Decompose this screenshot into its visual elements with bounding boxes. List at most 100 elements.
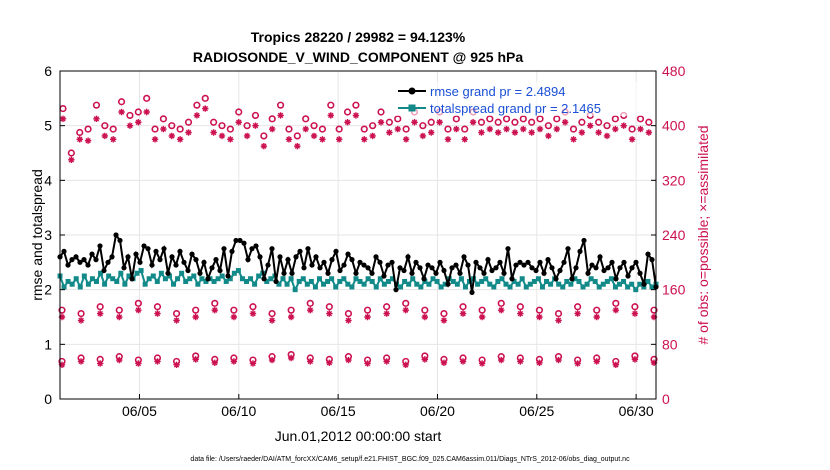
obs-assimilated-lower — [574, 310, 581, 317]
rmse-point — [481, 270, 487, 276]
rmse-point — [437, 259, 443, 265]
obs-assimilated-upper — [135, 119, 142, 126]
totalspread-point — [195, 281, 201, 287]
left-tick-label: 4 — [44, 172, 52, 188]
totalspread-point — [629, 281, 635, 287]
obs-possible-lower — [153, 303, 162, 311]
rmse-point — [305, 246, 311, 252]
rmse-point — [541, 270, 547, 276]
obs-assimilated-upper — [402, 136, 410, 143]
obs-possible-lower — [58, 306, 66, 314]
obs-assimilated-lower — [612, 361, 620, 369]
rmse-point — [173, 262, 179, 268]
obs-possible-upper — [360, 125, 368, 133]
rmse-point — [581, 237, 587, 244]
obs-possible-upper — [486, 115, 494, 123]
obs-assimilated-lower — [192, 356, 199, 363]
totalspread-point — [515, 281, 521, 287]
obs-possible-upper — [569, 125, 578, 133]
obs-assimilated-upper — [227, 136, 234, 143]
totalspread-point — [81, 273, 87, 279]
obs-assimilated-lower — [116, 356, 123, 364]
rmse-point — [293, 254, 299, 260]
totalspread-point — [138, 268, 144, 274]
obs-assimilated-upper — [469, 119, 477, 126]
totalspread-point — [304, 281, 310, 287]
obs-possible-upper — [126, 111, 134, 120]
obs-possible-upper — [611, 115, 619, 123]
rmse-point — [357, 259, 363, 265]
legend-spread-label: totalspread grand pr = 2.1465 — [430, 101, 601, 116]
obs-assimilated-upper — [243, 132, 251, 140]
obs-assimilated-lower — [593, 313, 600, 321]
obs-possible-upper — [369, 122, 377, 130]
obs-possible-upper — [251, 111, 260, 120]
obs-assimilated-lower — [536, 359, 543, 366]
legend-rmse-label: rmse grand pr = 2.4894 — [430, 84, 566, 99]
x-tick-label: 06/15 — [321, 403, 356, 419]
obs-assimilated-upper — [160, 125, 167, 133]
totalspread-point — [434, 278, 440, 284]
obs-assimilated-upper — [494, 129, 502, 136]
obs-possible-lower — [115, 306, 123, 314]
obs-assimilated-lower — [77, 358, 85, 365]
obs-assimilated-lower — [307, 358, 314, 365]
totalspread-point — [154, 278, 160, 284]
obs-assimilated-lower — [230, 313, 238, 321]
obs-assimilated-lower — [536, 313, 543, 321]
obs-possible-upper — [553, 115, 561, 123]
totalspread-point — [162, 276, 168, 282]
y-axis-label-right: # of obs: o=possible; ×=assimilated — [695, 125, 711, 344]
obs-possible-upper — [477, 118, 486, 126]
x-tick-label: 06/20 — [420, 403, 455, 419]
rmse-point — [209, 265, 215, 271]
totalspread-point — [475, 281, 481, 287]
totalspread-point — [523, 284, 529, 290]
totalspread-point — [645, 278, 651, 284]
obs-possible-upper — [92, 101, 101, 109]
totalspread-point — [406, 281, 412, 287]
totalspread-point — [462, 284, 468, 290]
obs-possible-lower — [516, 303, 524, 311]
obs-possible-upper — [117, 98, 126, 106]
rmse-point — [205, 276, 211, 282]
obs-possible-upper — [343, 108, 352, 116]
obs-possible-upper — [377, 108, 385, 116]
obs-assimilated-lower — [154, 310, 161, 317]
rmse-point — [613, 276, 619, 282]
obs-assimilated-lower — [249, 310, 257, 317]
totalspread-point — [292, 287, 298, 293]
obs-assimilated-lower — [555, 356, 562, 364]
obs-possible-upper — [394, 115, 402, 123]
totalspread-point — [535, 276, 541, 282]
obs-assimilated-lower — [478, 313, 486, 321]
totalspread-point — [491, 284, 497, 290]
obs-assimilated-upper — [185, 129, 192, 136]
chart-title-line-2: RADIOSONDE_V_WIND_COMPONENT @ 925 hPa — [193, 49, 523, 65]
rmse-point — [241, 240, 247, 246]
totalspread-point — [126, 273, 132, 279]
obs-assimilated-upper — [603, 132, 611, 140]
rmse-point — [221, 246, 227, 252]
totalspread-point — [349, 284, 355, 290]
totalspread-point — [98, 270, 104, 276]
totalspread-point — [454, 281, 460, 287]
rmse-point — [149, 262, 155, 268]
totalspread-point — [361, 281, 367, 287]
rmse-point — [465, 262, 471, 268]
totalspread-point — [556, 281, 562, 287]
obs-assimilated-upper — [386, 129, 393, 136]
totalspread-point — [142, 281, 148, 287]
obs-possible-upper — [285, 125, 293, 133]
totalspread-point — [418, 284, 424, 290]
rmse-point — [129, 276, 135, 282]
rmse-point — [321, 259, 327, 265]
obs-assimilated-lower — [287, 354, 295, 362]
totalspread-point — [531, 278, 537, 284]
totalspread-point — [288, 276, 294, 282]
rmse-point — [473, 259, 479, 265]
rmse-point — [169, 254, 175, 260]
rmse-point — [245, 257, 251, 263]
rmse-point — [569, 276, 575, 282]
rmse-point — [145, 246, 151, 252]
